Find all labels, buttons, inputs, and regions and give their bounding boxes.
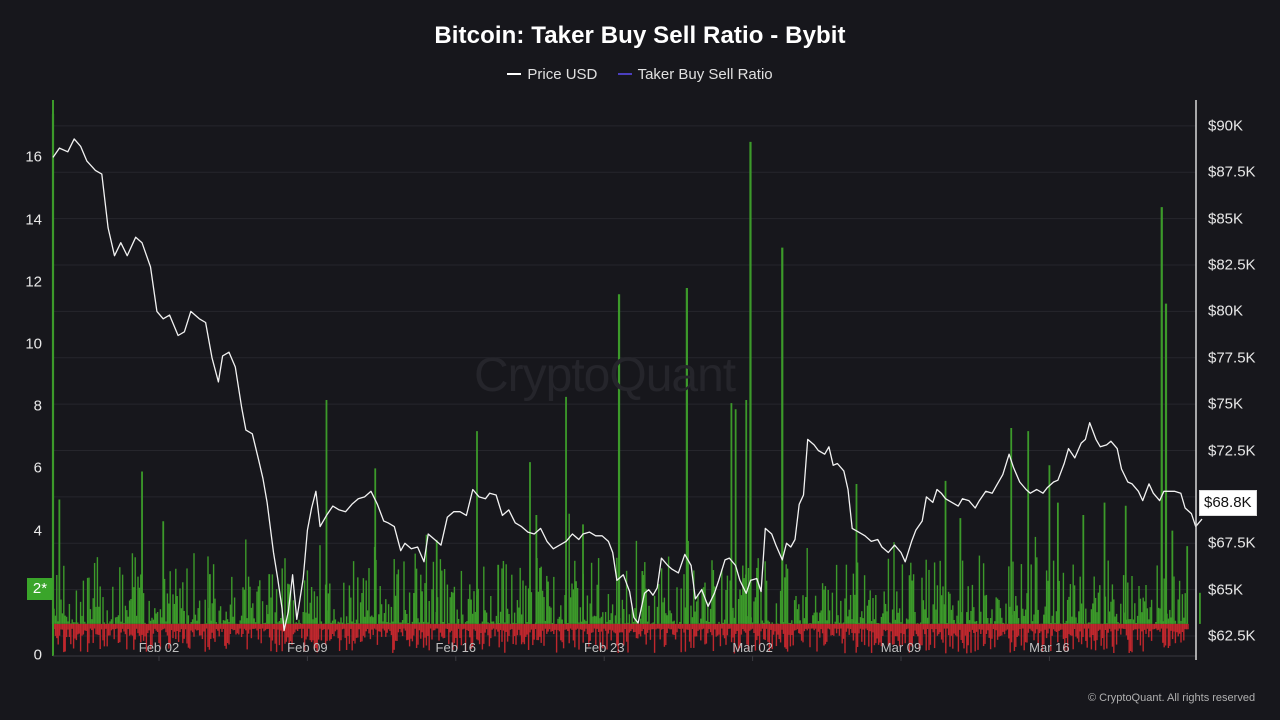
left-axis-tick: 12 <box>25 273 42 291</box>
left-axis-tick: 0 <box>33 646 42 664</box>
right-axis-tick: $80K <box>1208 302 1244 320</box>
reference-line-badge: 2* <box>27 578 53 600</box>
copyright-text: © CryptoQuant. All rights reserved <box>1088 692 1256 704</box>
right-axis-tick: $65K <box>1208 581 1244 599</box>
x-axis-tick: Feb 09 <box>287 640 328 655</box>
left-axis-tick: 4 <box>33 522 42 540</box>
chart-title: Bitcoin: Taker Buy Sell Ratio - Bybit <box>434 22 846 49</box>
left-axis-tick: 16 <box>25 148 42 166</box>
x-axis-tick: Mar 02 <box>732 640 773 655</box>
left-axis-tick: 6 <box>33 459 42 477</box>
right-axis-tick: $77.5K <box>1208 349 1256 367</box>
right-axis-tick: $87.5K <box>1208 163 1256 181</box>
left-axis-tick: 8 <box>33 397 42 415</box>
ratio-bars <box>51 113 1201 654</box>
x-axis-tick: Feb 02 <box>138 640 180 655</box>
legend-label-ratio: Taker Buy Sell Ratio <box>637 65 773 83</box>
watermark: CryptoQuant <box>474 349 736 402</box>
left-axis-tick: 14 <box>25 211 42 229</box>
price-line-swatch-icon <box>507 73 522 75</box>
x-axis-tick: Mar 16 <box>1029 640 1070 655</box>
x-axis-tick: Mar 09 <box>880 640 922 655</box>
right-axis-tick: $85K <box>1208 210 1244 228</box>
ratio-line-swatch-icon <box>617 73 632 75</box>
gridlines <box>53 125 1196 637</box>
x-axis-tick: Feb 16 <box>435 640 477 655</box>
legend-item-price[interactable]: Price USD <box>507 66 597 83</box>
left-axis-tick: 10 <box>25 335 42 353</box>
x-tick-marks <box>158 656 1050 661</box>
current-price-badge: $68.8K <box>1199 490 1257 516</box>
right-axis-tick: $67.5K <box>1208 534 1256 552</box>
right-axis-tick: $62.5K <box>1208 627 1256 645</box>
right-axis-tick: $82.5K <box>1208 256 1256 274</box>
legend-label-price: Price USD <box>527 65 598 83</box>
chart-legend: Price USD Taker Buy Sell Ratio <box>0 62 1280 83</box>
right-axis-tick: $90K <box>1208 117 1244 135</box>
price-line <box>52 138 1203 632</box>
right-axis-tick: $72.5K <box>1208 442 1256 459</box>
x-axis-tick: Feb 23 <box>583 640 625 655</box>
legend-item-ratio[interactable]: Taker Buy Sell Ratio <box>617 65 773 83</box>
right-axis-tick: $75K <box>1208 395 1244 413</box>
